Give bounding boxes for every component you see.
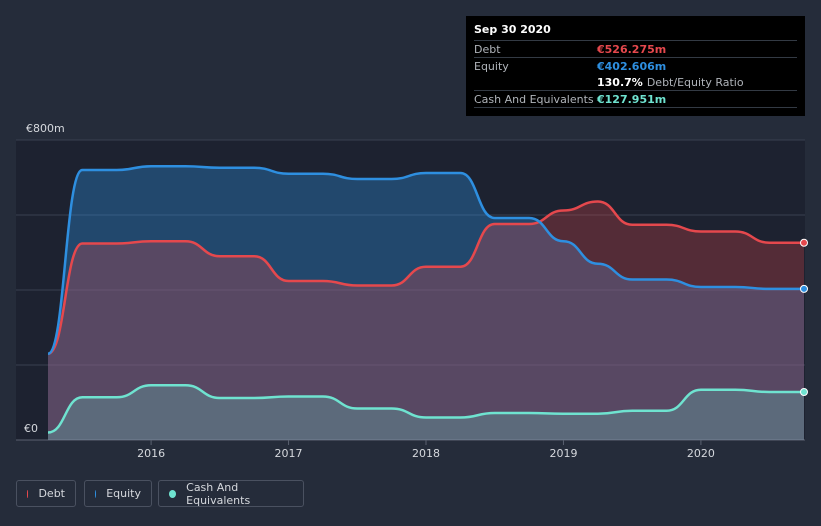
equity-legend-dot	[95, 489, 97, 498]
legend-item-equity[interactable]: Equity	[84, 480, 152, 507]
cash-legend-dot	[169, 489, 177, 498]
legend-debt-label: Debt	[38, 487, 65, 500]
cash-and-equivalents-end-marker	[800, 388, 808, 396]
x-tick-label: 2019	[549, 447, 577, 460]
y-axis-min-label: €0	[24, 422, 38, 435]
legend-item-cash[interactable]: Cash And Equivalents	[158, 480, 304, 507]
cash-and-equivalents-line	[47, 384, 804, 434]
x-tick-label: 2018	[412, 447, 440, 460]
debt-end-marker	[800, 238, 808, 247]
equity-end-marker	[800, 284, 808, 293]
tooltip-equity-value: €402.606m	[597, 59, 667, 73]
data-tooltip: Sep 30 2020 Debt €526.275m Equity €402.6…	[466, 16, 805, 116]
tooltip-row-equity: Equity €402.606m	[474, 57, 797, 74]
equity-area	[48, 166, 804, 440]
debt-area	[48, 201, 804, 440]
tooltip-debt-value: €526.275m	[597, 42, 667, 56]
tooltip-row-ratio: 130.7% Debt/Equity Ratio	[474, 74, 797, 90]
tooltip-row-debt: Debt €526.275m	[474, 40, 797, 57]
series-lines	[47, 165, 804, 434]
debt-line	[47, 200, 804, 355]
tooltip-ratio-label: Debt/Equity Ratio	[646, 75, 744, 89]
tooltip-cash-label: Cash And Equivalents	[474, 92, 594, 106]
legend-equity-label: Equity	[106, 487, 141, 500]
tooltip-row-cash: Cash And Equivalents €127.951m	[474, 90, 797, 108]
equity-line	[47, 165, 804, 355]
y-axis-max-label: €800m	[26, 122, 65, 135]
series-end-markers	[800, 238, 808, 396]
legend-item-debt[interactable]: Debt	[16, 480, 76, 507]
tooltip-cash-value: €127.951m	[597, 92, 667, 106]
grid-lines	[16, 139, 805, 441]
tooltip-ratio-value: 130.7%	[597, 75, 643, 89]
x-tick-label: 2017	[275, 447, 303, 460]
tooltip-equity-label: Equity	[474, 59, 509, 73]
debt-legend-dot	[27, 489, 29, 498]
tooltip-debt-label: Debt	[474, 42, 501, 56]
x-axis-ticks: 2016 2017 2018 2019 2020	[137, 440, 715, 460]
tooltip-date: Sep 30 2020	[474, 23, 551, 36]
legend-cash-label: Cash And Equivalents	[186, 480, 251, 507]
x-tick-label: 2020	[687, 447, 715, 460]
x-tick-label: 2016	[137, 447, 165, 460]
